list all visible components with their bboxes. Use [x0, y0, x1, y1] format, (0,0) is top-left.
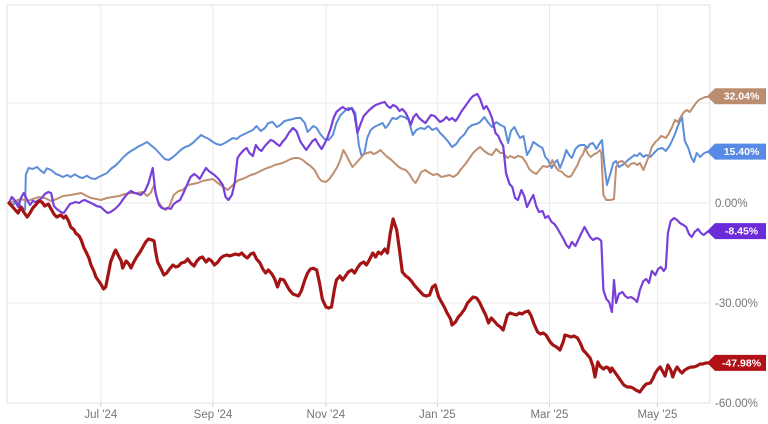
- series-tan-line[interactable]: [8, 95, 711, 211]
- series-blue-value-label: 15.40%: [724, 146, 760, 158]
- series-red-value-badge[interactable]: [707, 354, 766, 371]
- x-axis-label: May '25: [637, 409, 677, 421]
- y-axis-label: -30.00%: [715, 298, 758, 310]
- series-tan-value-badge[interactable]: [707, 88, 766, 105]
- series-tan-value-label: 32.04%: [724, 91, 760, 103]
- x-axis-label: Jul '24: [84, 409, 117, 421]
- x-axis-label: Jan '25: [419, 409, 456, 421]
- series-blue-line[interactable]: [8, 107, 711, 211]
- series-blue-value-badge[interactable]: [707, 143, 766, 160]
- series-red-value-label: -47.98%: [722, 357, 762, 369]
- series-red-line[interactable]: [7, 199, 712, 394]
- x-axis-label: Mar '25: [530, 409, 568, 421]
- series-purple-value-label: -8.45%: [725, 226, 759, 238]
- plot-border: [6, 4, 711, 404]
- x-axis-label: Nov '24: [307, 409, 346, 421]
- series-purple-value-badge[interactable]: [707, 223, 766, 240]
- y-axis-label: 0.00%: [715, 198, 748, 210]
- x-axis-label: Sep '24: [194, 409, 233, 421]
- y-axis-label: -60.00%: [715, 398, 758, 410]
- series-purple-line[interactable]: [7, 92, 712, 314]
